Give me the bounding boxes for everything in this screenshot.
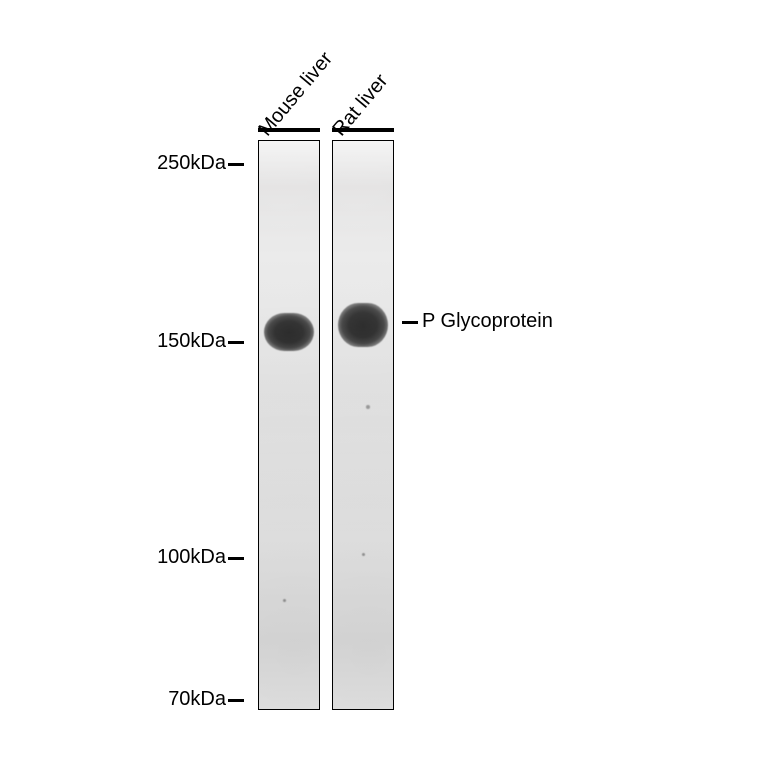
mw-label-100: 100kDa xyxy=(157,546,226,569)
mw-label-70: 70kDa xyxy=(168,688,226,711)
artifact-speck xyxy=(362,553,365,556)
mw-tick xyxy=(228,699,244,702)
mw-label-150: 150kDa xyxy=(157,330,226,353)
mw-tick xyxy=(228,557,244,560)
band-mouse-pgp xyxy=(264,313,314,351)
mw-tick xyxy=(228,341,244,344)
mw-label-250: 250kDa xyxy=(157,152,226,175)
artifact-speck xyxy=(366,405,370,409)
lane-mouse-liver xyxy=(258,140,320,710)
target-label-pgp: P Glycoprotein xyxy=(422,310,553,333)
target-tick xyxy=(402,321,418,324)
lane-rat-liver xyxy=(332,140,394,710)
band-rat-pgp xyxy=(338,303,388,347)
blot-figure: Mouse liver Rat liver 250kDa 150kDa 100k… xyxy=(0,0,764,764)
artifact-speck xyxy=(283,599,286,602)
mw-tick xyxy=(228,163,244,166)
